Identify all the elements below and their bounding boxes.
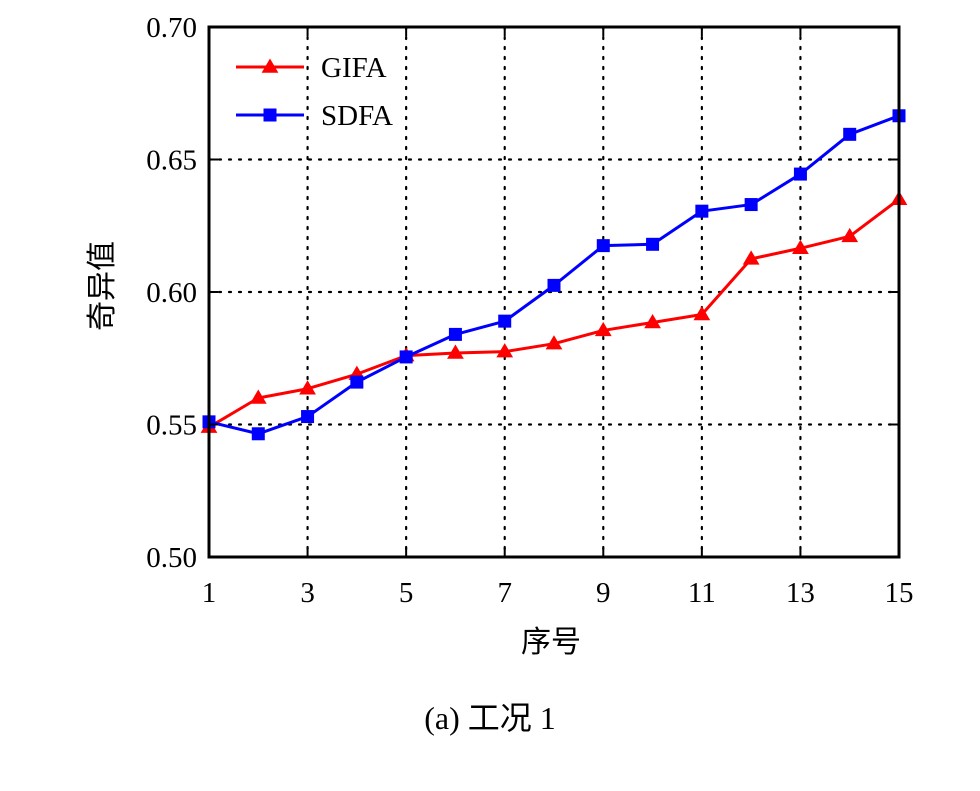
sdfa-point [596, 239, 610, 253]
sdfa-point [547, 278, 561, 292]
grid-lines [207, 25, 901, 559]
gifa-point [742, 250, 760, 265]
x-axis-title: 序号 [521, 625, 581, 660]
x-tick-label: 9 [596, 577, 611, 609]
x-tick-label: 3 [300, 577, 315, 609]
plot-frame [207, 25, 901, 559]
gifa-point [299, 380, 316, 395]
y-tick-label: 0.55 [146, 410, 197, 442]
y-tick-label: 0.50 [146, 542, 197, 574]
gifa-point [447, 344, 464, 359]
legend-label-sdfa: SDFA [321, 100, 393, 132]
gifa-point [594, 321, 612, 337]
sdfa-point [843, 127, 857, 141]
y-tick-label: 0.70 [146, 12, 197, 44]
gifa-point [841, 227, 859, 243]
x-tick-label: 7 [497, 577, 512, 609]
legend: GIFA SDFA [236, 52, 393, 132]
gifa-point [545, 335, 563, 350]
x-tick-label: 1 [202, 577, 217, 609]
sdfa-point [498, 314, 512, 328]
sdfa-point [744, 198, 758, 212]
x-tick-label: 11 [688, 577, 716, 609]
legend-marker-gifa [261, 58, 279, 73]
sdfa-point [301, 410, 315, 424]
series-sdfa [202, 109, 906, 441]
y-tick-label: 0.65 [146, 145, 197, 177]
y-axis-title: 奇异值 [85, 241, 120, 331]
line-chart: 1 3 5 7 9 11 13 15 0.500.550.600.650.70 序号 奇异值 … [85, 12, 914, 660]
series-layer [200, 109, 908, 441]
figure-caption: (a) 工况 1 [424, 700, 556, 736]
x-tick-label: 15 [885, 577, 914, 609]
legend-label-gifa: GIFA [321, 52, 387, 84]
legend-marker-sdfa [263, 108, 277, 122]
sdfa-point [350, 375, 364, 389]
x-tick-label: 13 [786, 577, 815, 609]
sdfa-point [646, 237, 660, 251]
y-tick-labels: 0.50 0.55 0.60 0.65 0.70 [146, 12, 197, 574]
sdfa-point [695, 204, 709, 218]
sdfa-point [399, 350, 413, 364]
y-tick-label: 0.60 [146, 277, 197, 309]
gifa-point [693, 306, 711, 321]
sdfa-point [448, 327, 462, 341]
series-line-sdfa [207, 114, 900, 440]
x-tick-labels: 1 3 5 7 9 11 13 15 [202, 577, 914, 609]
x-tick-label: 5 [399, 577, 414, 609]
sdfa-point [793, 167, 807, 181]
gifa-point [792, 239, 809, 255]
axis-ticks [208, 26, 900, 558]
gifa-point [249, 389, 267, 404]
gifa-point [496, 343, 514, 358]
series-line-gifa [207, 198, 900, 429]
sdfa-point [251, 427, 265, 441]
gifa-point [644, 313, 661, 329]
